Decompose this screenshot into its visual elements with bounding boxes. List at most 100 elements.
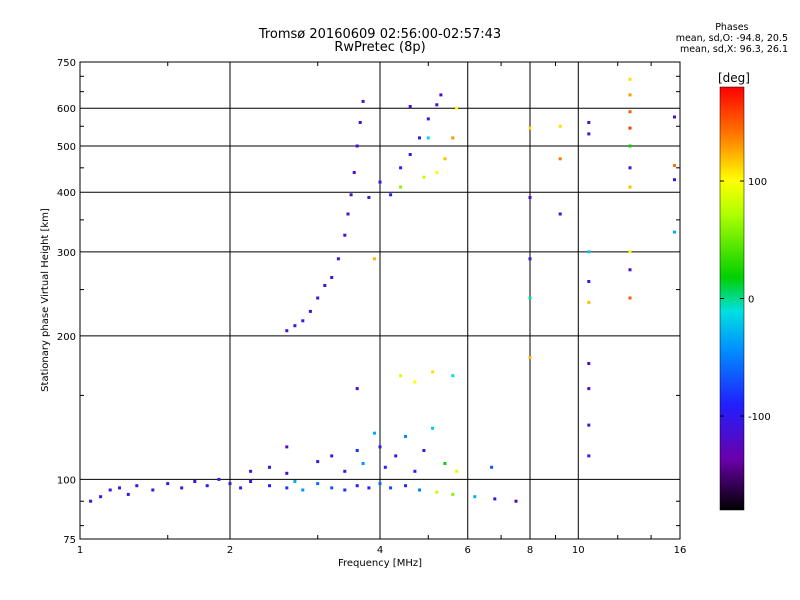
data-point bbox=[587, 423, 591, 427]
phase-stats: Phases mean, sd,O: -94.8, 20.5 mean, sd,… bbox=[676, 22, 788, 55]
data-point bbox=[413, 469, 417, 473]
data-point bbox=[89, 499, 93, 503]
data-point bbox=[166, 482, 170, 486]
data-point bbox=[473, 495, 477, 499]
data-point bbox=[346, 212, 350, 216]
data-point bbox=[404, 435, 407, 438]
data-point bbox=[399, 166, 403, 170]
data-point bbox=[426, 117, 430, 121]
data-point bbox=[628, 77, 632, 81]
x-tick-label: 1 bbox=[77, 545, 83, 556]
data-point bbox=[431, 370, 435, 374]
data-point bbox=[249, 469, 253, 473]
data-point bbox=[422, 175, 426, 179]
data-point bbox=[587, 250, 591, 254]
data-point bbox=[378, 180, 382, 184]
data-point bbox=[239, 486, 243, 490]
y-axis-label: Stationary phase Virtual Height [km] bbox=[40, 208, 51, 392]
data-points bbox=[89, 77, 676, 503]
data-point bbox=[343, 488, 347, 492]
data-point bbox=[528, 257, 532, 261]
data-point bbox=[301, 319, 305, 323]
data-point bbox=[378, 482, 382, 486]
data-point bbox=[180, 486, 184, 490]
data-point bbox=[383, 465, 387, 469]
grid-lines bbox=[80, 62, 680, 539]
data-point bbox=[451, 374, 455, 378]
chart-subtitle: RwPretec (8p) bbox=[334, 40, 426, 55]
colorbar-label: [deg] bbox=[718, 71, 750, 85]
data-point bbox=[355, 387, 359, 391]
data-point bbox=[528, 296, 532, 300]
y-tick-label: 100 bbox=[57, 475, 76, 486]
data-point bbox=[431, 426, 435, 430]
data-point bbox=[355, 144, 359, 148]
data-point bbox=[673, 178, 676, 182]
x-tick-label: 10 bbox=[572, 545, 585, 556]
data-point bbox=[587, 362, 591, 365]
data-point bbox=[408, 105, 412, 108]
data-point bbox=[151, 488, 155, 492]
plot-frame bbox=[79, 61, 681, 540]
data-point bbox=[628, 93, 632, 97]
data-point bbox=[628, 250, 632, 254]
x-tick-label: 16 bbox=[674, 545, 687, 556]
data-point bbox=[323, 284, 327, 287]
data-point bbox=[418, 136, 421, 140]
y-tick-label: 200 bbox=[57, 332, 76, 343]
data-point bbox=[361, 99, 365, 103]
data-point bbox=[451, 136, 455, 140]
data-point bbox=[408, 153, 412, 156]
data-point bbox=[435, 103, 439, 107]
data-point bbox=[673, 164, 676, 167]
data-point bbox=[249, 480, 253, 483]
data-point bbox=[455, 106, 459, 110]
data-point bbox=[587, 121, 591, 124]
y-ticks: 75 100 200 300 400 500 600 750 bbox=[57, 58, 680, 546]
x-axis-label: Frequency [MHz] bbox=[338, 558, 422, 569]
data-point bbox=[228, 482, 232, 486]
data-point bbox=[99, 495, 103, 499]
x-tick-label: 4 bbox=[377, 545, 383, 556]
data-point bbox=[439, 93, 443, 97]
data-point bbox=[493, 497, 497, 501]
data-point bbox=[413, 380, 417, 384]
colorbar-tick-label: 0 bbox=[748, 295, 754, 306]
data-point bbox=[558, 124, 562, 128]
data-point bbox=[301, 488, 305, 492]
data-point bbox=[358, 121, 362, 124]
data-point bbox=[343, 233, 347, 237]
data-point bbox=[451, 492, 455, 496]
data-point bbox=[587, 280, 591, 283]
data-point bbox=[422, 449, 426, 452]
data-point bbox=[490, 465, 494, 469]
data-point bbox=[126, 492, 130, 496]
data-point bbox=[673, 230, 676, 234]
colorbar-tick-label: -100 bbox=[748, 412, 771, 423]
phases-x-stats: mean, sd,X: 96.3, 26.1 bbox=[679, 44, 788, 55]
data-point bbox=[399, 374, 403, 378]
data-point bbox=[628, 268, 632, 272]
data-point bbox=[373, 257, 376, 261]
data-point bbox=[628, 166, 632, 170]
data-point bbox=[193, 480, 197, 483]
data-point bbox=[355, 449, 359, 452]
data-point bbox=[316, 482, 320, 486]
data-point bbox=[367, 196, 371, 199]
data-point bbox=[355, 484, 359, 488]
y-tick-label: 75 bbox=[63, 535, 76, 546]
data-point bbox=[285, 486, 289, 490]
data-point bbox=[330, 276, 334, 279]
data-point bbox=[394, 454, 398, 458]
data-point bbox=[373, 431, 376, 435]
data-point bbox=[268, 465, 271, 469]
data-point bbox=[316, 460, 320, 464]
data-point bbox=[389, 486, 393, 490]
data-point bbox=[285, 445, 289, 449]
y-tick-label: 300 bbox=[57, 248, 76, 259]
data-point bbox=[217, 477, 221, 481]
data-point bbox=[389, 193, 393, 197]
data-point bbox=[558, 157, 562, 161]
data-point bbox=[514, 499, 518, 503]
data-point bbox=[135, 484, 139, 488]
